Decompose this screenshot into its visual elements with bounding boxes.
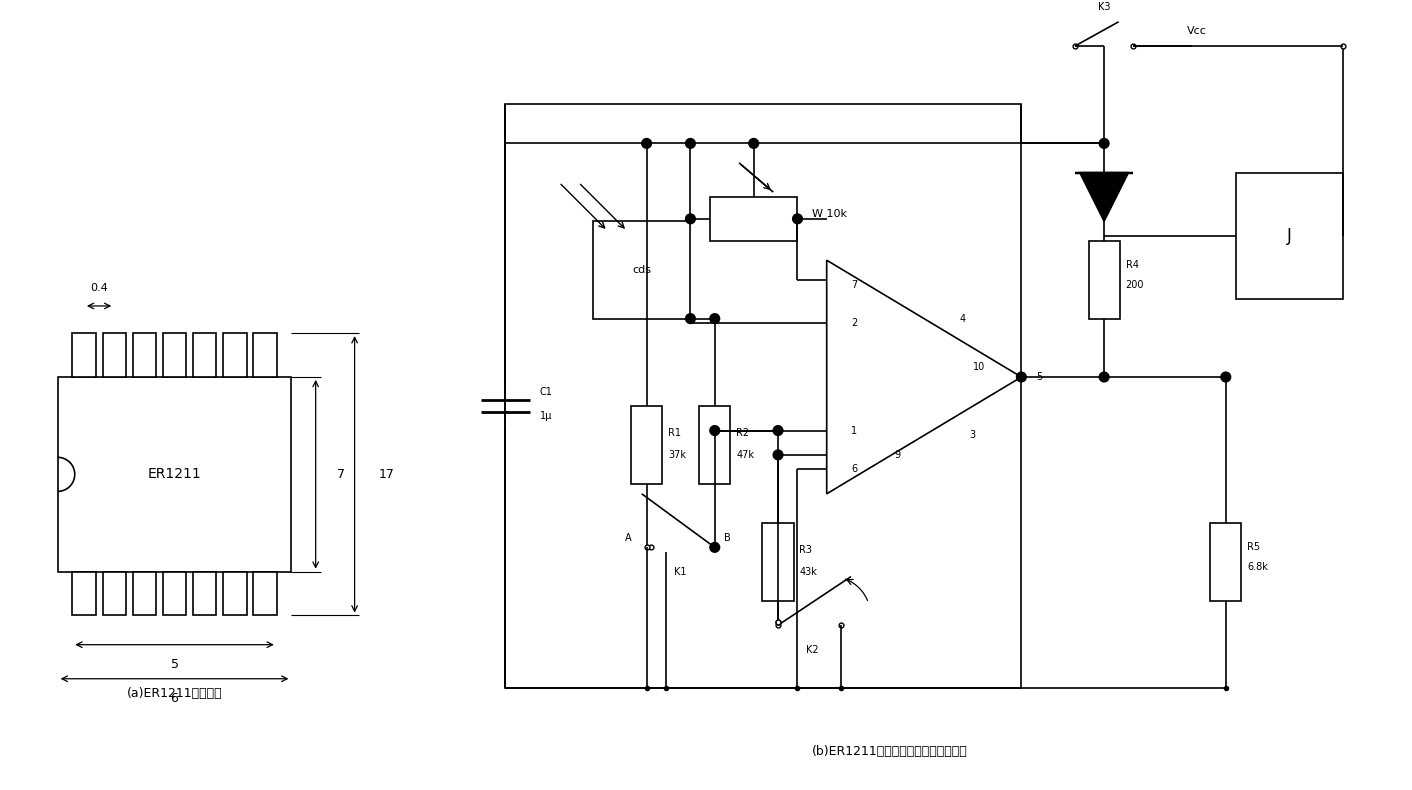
- Text: 200: 200: [1125, 280, 1144, 290]
- Text: Vcc: Vcc: [1187, 27, 1207, 36]
- Text: K1: K1: [675, 566, 688, 577]
- Bar: [223, 572, 247, 615]
- Text: R2: R2: [736, 428, 750, 438]
- Text: R5: R5: [1247, 543, 1261, 552]
- Text: 2: 2: [851, 318, 857, 329]
- Text: 9: 9: [895, 450, 901, 460]
- Text: ER1211: ER1211: [148, 468, 202, 481]
- Bar: [223, 333, 247, 377]
- Bar: [762, 523, 794, 601]
- Text: 5: 5: [171, 657, 178, 671]
- Text: 10: 10: [973, 363, 986, 372]
- Text: A: A: [626, 532, 633, 543]
- Circle shape: [710, 543, 720, 552]
- Text: 17: 17: [378, 468, 395, 481]
- Text: B: B: [724, 532, 731, 543]
- Circle shape: [686, 314, 695, 323]
- Circle shape: [748, 138, 758, 149]
- Text: 7: 7: [851, 280, 857, 290]
- Text: 0.4: 0.4: [90, 284, 107, 293]
- Circle shape: [710, 426, 720, 435]
- Bar: [72, 333, 96, 377]
- Text: K3: K3: [1099, 2, 1110, 12]
- Circle shape: [774, 426, 782, 435]
- Bar: [710, 197, 798, 241]
- Text: 47k: 47k: [736, 450, 754, 460]
- Text: W 10k: W 10k: [812, 209, 847, 219]
- Bar: [103, 572, 126, 615]
- Text: R1: R1: [668, 428, 681, 438]
- Text: cds: cds: [633, 265, 651, 275]
- Text: 6.8k: 6.8k: [1247, 562, 1268, 572]
- Bar: [1236, 172, 1343, 299]
- Bar: [133, 572, 157, 615]
- Text: 1μ: 1μ: [539, 411, 552, 421]
- Bar: [631, 406, 662, 484]
- Circle shape: [1100, 138, 1108, 149]
- Circle shape: [774, 450, 782, 460]
- Circle shape: [1100, 372, 1108, 382]
- Text: 7: 7: [337, 468, 345, 481]
- Text: 6: 6: [851, 465, 857, 475]
- Text: J: J: [1286, 227, 1292, 245]
- Bar: [162, 333, 186, 377]
- Bar: [72, 572, 96, 615]
- Bar: [58, 377, 291, 572]
- Bar: [193, 572, 216, 615]
- Bar: [253, 572, 277, 615]
- Text: 5: 5: [1036, 372, 1042, 382]
- Text: 37k: 37k: [668, 450, 686, 460]
- Bar: [699, 406, 730, 484]
- Text: C1: C1: [539, 386, 552, 397]
- Text: R4: R4: [1125, 260, 1138, 270]
- Text: (b)ER1211在自动曝光相机中的应用图: (b)ER1211在自动曝光相机中的应用图: [812, 745, 967, 758]
- Circle shape: [1221, 372, 1231, 382]
- Bar: [253, 333, 277, 377]
- Circle shape: [792, 214, 802, 224]
- Text: 1: 1: [851, 426, 857, 435]
- Bar: [505, 104, 1021, 689]
- Text: 43k: 43k: [799, 566, 818, 577]
- Text: K2: K2: [806, 645, 819, 655]
- Text: 3: 3: [970, 431, 976, 440]
- Bar: [103, 333, 126, 377]
- Bar: [593, 221, 690, 318]
- Polygon shape: [1080, 172, 1128, 221]
- Text: R3: R3: [799, 545, 812, 555]
- Circle shape: [686, 214, 695, 224]
- Bar: [133, 333, 157, 377]
- Text: (a)ER1211外形尺寸: (a)ER1211外形尺寸: [127, 687, 222, 700]
- Bar: [1210, 523, 1241, 601]
- Bar: [1089, 241, 1120, 318]
- Bar: [162, 572, 186, 615]
- Text: 4: 4: [960, 314, 966, 324]
- Circle shape: [710, 314, 720, 323]
- Bar: [193, 333, 216, 377]
- Circle shape: [642, 138, 651, 149]
- Circle shape: [1017, 372, 1027, 382]
- Circle shape: [686, 138, 695, 149]
- Text: 6: 6: [171, 692, 178, 705]
